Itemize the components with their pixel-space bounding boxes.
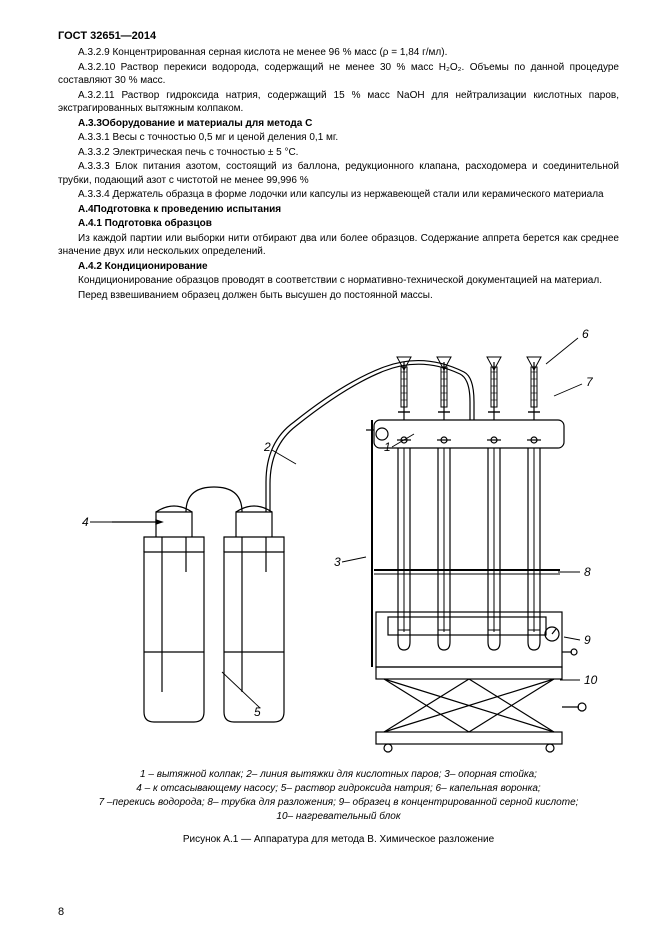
svg-text:3: 3 [334,555,341,569]
figure-a1: 1 2 3 4 5 6 7 8 9 10 1 – вытяжной колпак; 2– лини… [58,312,619,845]
svg-text:8: 8 [584,565,591,579]
para-4-2-2: Перед взвешиванием образец должен быть в… [58,289,619,303]
heading-4-1: А.4.1 Подготовка образцов [58,217,619,231]
para-3-3-4: А.3.3.4 Держатель образца в форме лодочк… [58,188,619,202]
svg-text:9: 9 [584,633,591,647]
para-3-3-3: А.3.3.3 Блок питания азотом, состоящий и… [58,160,619,187]
para-3-3-1: А.3.3.1 Весы с точностью 0,5 мг и ценой … [58,131,619,145]
legend-line-3: 7 –перекись водорода; 8– трубка для разл… [99,797,579,808]
para-3-2-11: А.3.2.11 Раствор гидроксида натрия, соде… [58,89,619,116]
svg-text:10: 10 [584,673,598,687]
page-number: 8 [58,906,64,918]
figure-caption: Рисунок А.1 — Аппаратура для метода В. Х… [58,834,619,845]
apparatus-diagram: 1 2 3 4 5 6 7 8 9 10 [74,312,604,762]
legend-line-4: 10– нагревательный блок [276,811,400,822]
heading-4: А.4Подготовка к проведению испытания [58,203,619,217]
legend-line-2: 4 – к отсасывающему насосу; 5– раствор г… [136,783,540,794]
legend-line-1: 1 – вытяжной колпак; 2– линия вытяжки дл… [140,769,537,780]
svg-text:5: 5 [254,705,261,719]
document-id: ГОСТ 32651—2014 [58,30,619,42]
svg-text:2: 2 [263,440,271,454]
page: ГОСТ 32651—2014 А.3.2.9 Концентрированна… [0,0,661,936]
para-3-2-9: А.3.2.9 Концентрированная серная кислота… [58,46,619,60]
svg-text:7: 7 [586,375,594,389]
para-3-3-2: А.3.3.2 Электрическая печь с точностью ±… [58,146,619,160]
para-4-2-1: Кондиционирование образцов проводят в со… [58,274,619,288]
svg-text:1: 1 [384,440,391,454]
svg-text:6: 6 [582,327,589,341]
para-4-1-1: Из каждой партии или выборки нити отбира… [58,232,619,259]
svg-text:4: 4 [82,515,89,529]
heading-3-3: А.3.3Оборудование и материалы для метода… [58,117,619,131]
figure-legend: 1 – вытяжной колпак; 2– линия вытяжки дл… [58,768,619,824]
heading-4-2: А.4.2 Кондиционирование [58,260,619,274]
para-3-2-10: А.3.2.10 Раствор перекиси водорода, соде… [58,61,619,88]
